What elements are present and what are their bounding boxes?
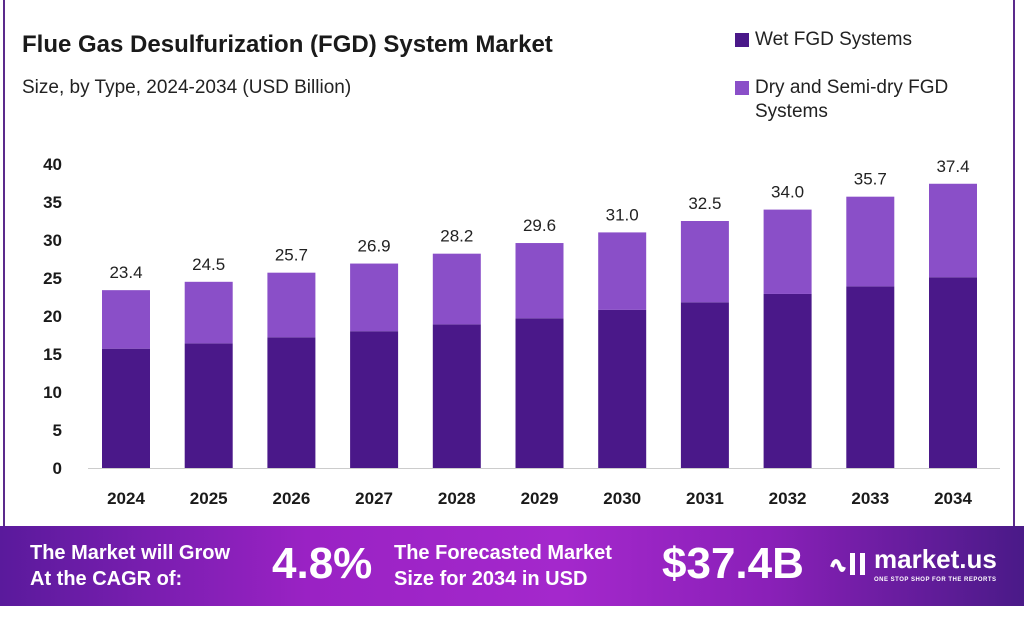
bar-wet-2028 (432, 324, 481, 468)
bar-dry-2033 (846, 196, 895, 287)
y-tick-label: 25 (43, 269, 62, 288)
legend: Wet FGD Systems Dry and Semi-dry FGD Syst… (735, 28, 948, 148)
x-tick-label: 2031 (686, 489, 724, 508)
y-tick-label: 15 (43, 345, 62, 364)
cagr-label-line2: At the CAGR of: (30, 568, 183, 590)
chart-frame (3, 0, 1015, 540)
data-label-total: 37.4 (936, 157, 969, 176)
y-tick-label: 0 (53, 459, 62, 478)
forecast-label-line2: Size for 2034 in USD (394, 568, 588, 590)
bar-dry-2028 (432, 253, 481, 325)
y-tick-label: 10 (43, 383, 62, 402)
legend-label-dry-line1: Dry and Semi-dry FGD (755, 77, 949, 98)
x-tick-label: 2025 (190, 489, 228, 508)
forecast-label: The Forecasted Market Size for 2034 in US… (394, 540, 612, 592)
y-tick-label: 40 (43, 155, 62, 174)
bar-dry-2026 (267, 272, 316, 338)
bar-wet-2031 (680, 302, 729, 468)
chart-plot: 051015202530354023.4202424.5202525.72026… (43, 155, 1000, 508)
y-tick-label: 20 (43, 307, 62, 326)
cagr-label: The Market will Grow At the CAGR of: (30, 540, 230, 592)
y-tick-label: 35 (43, 193, 62, 212)
x-tick-label: 2030 (603, 489, 641, 508)
legend-swatch-wet (735, 33, 749, 47)
x-tick-label: 2028 (438, 489, 476, 508)
bar-wet-2034 (929, 277, 977, 468)
market-us-logo: market.us ONE STOP SHOP FOR THE REPORTS (828, 544, 997, 584)
x-tick-label: 2024 (107, 489, 145, 508)
bar-dry-2030 (598, 232, 647, 310)
bar-dry-2032 (763, 209, 812, 294)
bar-dry-2027 (350, 263, 399, 332)
data-label-total: 24.5 (192, 255, 225, 274)
bar-wet-2025 (184, 343, 233, 468)
bar-dry-2031 (680, 221, 729, 303)
x-tick-label: 2029 (521, 489, 559, 508)
data-label-total: 28.2 (440, 227, 473, 246)
y-tick-label: 30 (43, 231, 62, 250)
chart-title: Flue Gas Desulfurization (FGD) System Ma… (22, 31, 553, 58)
summary-banner: The Market will Grow At the CAGR of: 4.8%… (0, 526, 1024, 606)
legend-item-dry: Dry and Semi-dry FGD Systems (735, 76, 948, 124)
data-label-total: 34.0 (771, 183, 804, 202)
logo-text: market.us (874, 544, 997, 574)
bar-wet-2030 (598, 309, 647, 468)
data-label-total: 29.6 (523, 216, 556, 235)
x-tick-label: 2032 (769, 489, 807, 508)
bar-wet-2026 (267, 337, 316, 468)
bar-dry-2024 (102, 290, 150, 349)
bar-dry-2034 (929, 183, 977, 278)
forecast-value: $37.4B (662, 539, 804, 588)
chart-subtitle: Size, by Type, 2024-2034 (USD Billion) (22, 77, 352, 98)
logo-words: market.us ONE STOP SHOP FOR THE REPORTS (874, 544, 997, 584)
data-label-total: 32.5 (688, 194, 721, 213)
legend-label-dry-line2: Systems (755, 101, 828, 122)
cagr-label-line1: The Market will Grow (30, 542, 231, 564)
y-tick-label: 5 (53, 421, 62, 440)
logo-tagline: ONE STOP SHOP FOR THE REPORTS (874, 577, 997, 583)
legend-item-wet: Wet FGD Systems (735, 28, 948, 52)
x-tick-label: 2034 (934, 489, 972, 508)
bar-wet-2033 (846, 286, 895, 468)
bar-wet-2032 (763, 293, 812, 468)
x-tick-label: 2027 (355, 489, 393, 508)
bar-wet-2027 (350, 331, 399, 468)
bar-wet-2024 (102, 348, 150, 468)
data-label-total: 26.9 (358, 237, 391, 256)
legend-label-wet: Wet FGD Systems (755, 29, 912, 50)
legend-label-dry: Dry and Semi-dry FGD Systems (755, 76, 948, 124)
data-label-total: 35.7 (854, 170, 887, 189)
cagr-value: 4.8% (272, 539, 373, 588)
x-tick-label: 2033 (851, 489, 889, 508)
forecast-label-line1: The Forecasted Market (394, 542, 612, 564)
bar-dry-2029 (515, 243, 564, 319)
bar-wet-2029 (515, 318, 564, 468)
data-label-total: 25.7 (275, 246, 308, 265)
data-label-total: 23.4 (109, 263, 142, 282)
legend-swatch-dry (735, 81, 749, 95)
x-tick-label: 2026 (272, 489, 310, 508)
logo-icon (830, 553, 865, 575)
data-label-total: 31.0 (606, 205, 639, 224)
bar-dry-2025 (184, 281, 233, 344)
